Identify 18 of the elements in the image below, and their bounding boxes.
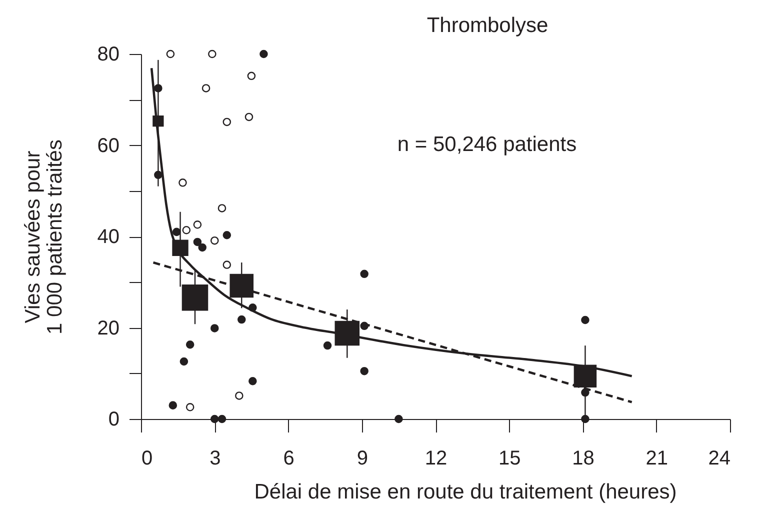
y-tick-label: 40 [97,226,120,248]
x-tick-label: 3 [210,448,221,470]
y-tick-label: 60 [97,134,120,157]
x-tick-label: 0 [142,448,153,470]
x-tick-label: 9 [356,448,368,470]
x-tick-label: 21 [646,448,668,470]
x-tick-label: 15 [498,448,521,470]
y-tick-label: 0 [108,408,120,430]
x-axis-title: Délai de mise en route du traitement (heures) [254,480,677,504]
y-axis-title: Vies sauvées pour 1 000 patients traités [21,140,66,334]
annotation: n = 50,246 patients [397,133,577,156]
y-tick-label: 20 [97,317,120,340]
x-tick-label: 12 [424,448,448,470]
chart-title: Thrombolyse [426,14,548,37]
x-tick-label: 18 [572,448,594,470]
y-tick-label: 80 [97,44,120,66]
x-tick-label: 6 [283,448,294,470]
x-tick-label: 24 [708,448,730,470]
